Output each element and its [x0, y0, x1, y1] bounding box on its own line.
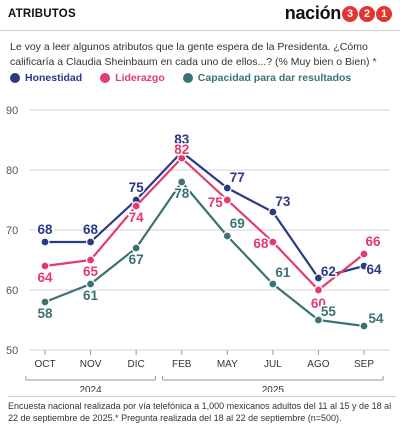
brand-digits: 3 2 1	[341, 5, 392, 22]
data-label: 65	[83, 264, 99, 279]
series-line-2	[44, 180, 365, 328]
data-label: 61	[275, 265, 291, 280]
legend-item-capacidad: Capacidad para dar resultados	[182, 72, 352, 84]
top-bar: ATRIBUTOS nación 3 2 1	[0, 0, 400, 31]
legend-dot-honestidad	[10, 73, 20, 83]
y-tick-label: 90	[6, 105, 18, 117]
data-label: 68	[253, 236, 269, 251]
data-label: 69	[230, 216, 245, 231]
data-point	[222, 231, 232, 241]
brand-digit-1: 3	[342, 5, 358, 22]
data-point	[359, 261, 369, 271]
data-label: 68	[37, 222, 53, 237]
y-tick-label: 50	[6, 345, 18, 357]
legend-label-liderazgo: Liderazgo	[115, 72, 165, 84]
data-label: 74	[129, 210, 145, 225]
brand-digit-3: 1	[376, 5, 392, 22]
data-label: 68	[83, 222, 99, 237]
data-label: 55	[321, 304, 337, 319]
legend-label-capacidad: Capacidad para dar resultados	[197, 72, 352, 84]
x-tick-label: DIC	[128, 359, 145, 370]
data-point	[177, 153, 187, 163]
data-label: 58	[37, 306, 53, 321]
x-tick-label: AGO	[307, 359, 329, 370]
x-tick-label: MAY	[217, 359, 238, 370]
year-label: 2024	[79, 385, 102, 392]
data-point	[268, 279, 278, 289]
data-label: 67	[129, 252, 144, 267]
data-point	[268, 207, 278, 217]
x-tick-label: NOV	[80, 359, 102, 370]
data-point	[85, 279, 96, 289]
data-point	[313, 285, 324, 295]
legend-item-honestidad: Honestidad	[10, 72, 82, 84]
series-line-0	[45, 150, 365, 280]
data-point	[40, 261, 50, 271]
y-tick-label: 80	[6, 165, 18, 177]
data-point	[222, 183, 232, 193]
data-point	[359, 249, 369, 259]
legend-label-honestidad: Honestidad	[25, 72, 83, 84]
data-point	[359, 321, 369, 331]
data-label: 73	[275, 194, 291, 209]
data-label: 75	[129, 180, 145, 195]
data-label: 64	[366, 262, 382, 277]
brand-digit-2: 2	[359, 5, 375, 22]
data-point	[131, 243, 141, 253]
legend-dot-capacidad	[182, 73, 193, 83]
data-point	[222, 195, 232, 205]
brand-word: nación	[284, 3, 342, 23]
y-tick-label: 70	[6, 225, 18, 237]
x-tick-label: OCT	[34, 359, 55, 370]
data-point	[85, 255, 96, 265]
x-tick-label: FEB	[172, 359, 192, 370]
data-point	[40, 297, 50, 307]
data-label: 75	[208, 195, 224, 210]
data-point	[313, 273, 324, 283]
legend-item-liderazgo: Liderazgo	[100, 72, 165, 84]
data-point	[268, 237, 278, 247]
data-label: 82	[174, 142, 189, 157]
data-point	[313, 315, 324, 325]
y-tick-label: 60	[6, 285, 18, 297]
data-label: 66	[365, 234, 381, 249]
data-point	[131, 201, 141, 211]
chart-legend: Honestidad Liderazgo Capacidad para dar …	[10, 72, 400, 84]
legend-dot-liderazgo	[100, 73, 111, 83]
data-label: 83	[174, 132, 190, 147]
data-point	[177, 177, 187, 187]
data-label: 61	[83, 288, 99, 303]
data-label: 64	[37, 270, 53, 285]
survey-question: Le voy a leer algunos atributos que la g…	[10, 41, 377, 68]
brand-logo: nación 3 2 1	[285, 3, 392, 24]
x-tick-label: SEP	[354, 359, 374, 370]
x-tick-label: JUL	[264, 359, 282, 370]
data-point	[85, 237, 96, 247]
data-label: 62	[321, 264, 336, 279]
series-line-1	[44, 156, 365, 292]
data-label: 60	[311, 296, 326, 311]
year-label: 2025	[262, 385, 285, 392]
data-label: 78	[174, 186, 190, 201]
line-chart: 50 60 70 80 90 OCT NOV DIC FEB MAY JUL AGO SEP 2024 20…	[6, 105, 390, 392]
data-point	[40, 237, 50, 247]
data-label: 77	[230, 170, 245, 185]
footnote: Encuesta nacional realizada por vía tele…	[8, 396, 396, 424]
data-label: 54	[368, 311, 384, 326]
section-label: ATRIBUTOS	[8, 8, 76, 20]
